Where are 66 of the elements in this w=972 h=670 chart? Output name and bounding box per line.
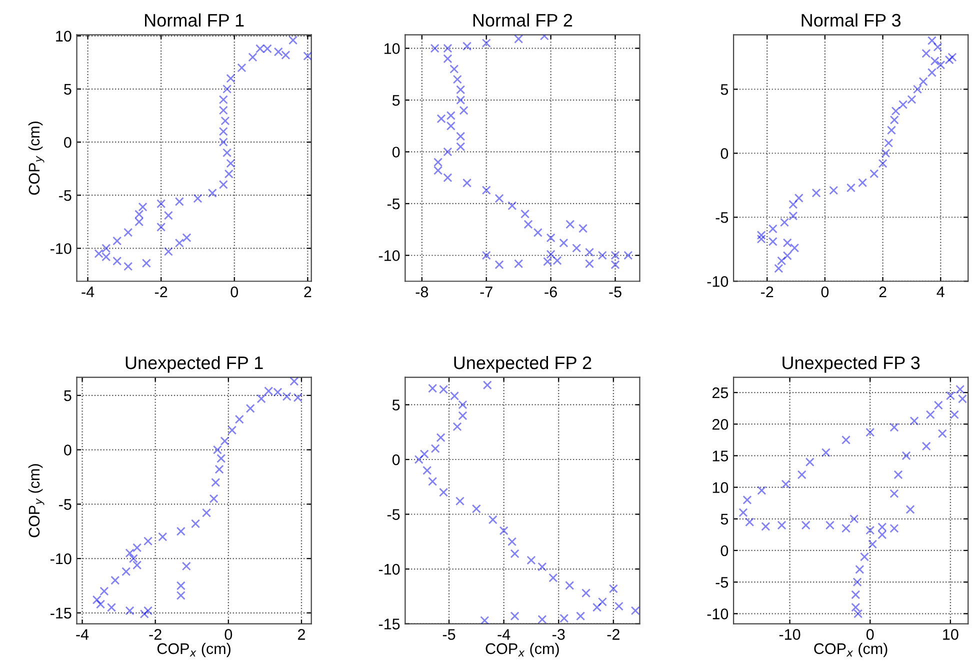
x-tick-label: -4 xyxy=(76,629,89,640)
y-tick-label: -15 xyxy=(378,618,400,630)
y-tick-label: 15 xyxy=(712,450,728,462)
x-tick-label: 2 xyxy=(304,286,312,298)
y-tick-label: -10 xyxy=(378,564,400,575)
y-tick-label: 0 xyxy=(720,545,728,556)
y-tick-label: -10 xyxy=(50,553,72,564)
x-tick-label: 0 xyxy=(821,286,829,298)
y-tick-label: 5 xyxy=(720,514,728,525)
chart-title: Normal FP 1 xyxy=(145,13,244,27)
y-tick-label: 20 xyxy=(712,418,728,430)
x-tick-label: -5 xyxy=(609,286,622,298)
y-tick-label: 0 xyxy=(64,136,72,148)
y-tick-label: 0 xyxy=(64,444,72,456)
x-axis-title: COP$_{x}$ (cm) xyxy=(814,642,888,658)
x-tick-label: 4 xyxy=(936,286,944,298)
x-tick-label: -7 xyxy=(480,286,492,298)
y-tick-label: 10 xyxy=(56,30,72,42)
y-tick-label: -15 xyxy=(50,608,72,619)
y-tick-label: -5 xyxy=(387,198,400,210)
x-tick-label: -3 xyxy=(552,629,565,640)
y-tick-label: 5 xyxy=(720,84,728,95)
y-tick-label: -5 xyxy=(716,577,728,588)
x-tick-label: 0 xyxy=(224,629,232,640)
x-tick-label: -8 xyxy=(416,286,428,298)
y-tick-label: -10 xyxy=(707,276,728,287)
y-tick-label: -10 xyxy=(50,243,72,254)
y-tick-label: 0 xyxy=(392,454,400,466)
x-tick-label: 10 xyxy=(943,629,958,640)
chart-title: Normal FP 3 xyxy=(802,13,901,27)
x-tick-label: -2 xyxy=(149,629,162,640)
x-axis-title: COP$_{x}$ (cm) xyxy=(486,642,559,658)
y-tick-label: -10 xyxy=(378,250,400,262)
y-tick-label: -5 xyxy=(716,212,728,223)
x-tick-label: 0 xyxy=(230,286,238,298)
x-tick-label: -2 xyxy=(154,286,168,298)
x-tick-label: 2 xyxy=(298,629,305,640)
y-tick-label: 5 xyxy=(64,390,72,402)
y-tick-label: 5 xyxy=(392,400,400,410)
y-tick-label: 25 xyxy=(712,387,728,398)
x-tick-label: -10 xyxy=(779,629,800,640)
y-tick-label: 10 xyxy=(712,482,728,493)
x-tick-label: -2 xyxy=(760,286,774,298)
x-tick-label: 2 xyxy=(879,286,886,298)
y-axis-title: COP$_{y}$ (cm) xyxy=(28,122,44,195)
x-axis-title: COP$_{x}$ (cm) xyxy=(157,642,230,658)
y-axis-title: COP$_{y}$ (cm) xyxy=(28,464,44,538)
chart-title: Unexpected FP 3 xyxy=(782,356,920,373)
y-tick-label: 5 xyxy=(64,84,72,95)
x-tick-label: -2 xyxy=(607,629,620,640)
y-tick-label: 5 xyxy=(392,95,400,106)
y-tick-label: 0 xyxy=(392,146,400,158)
y-tick-label: 0 xyxy=(720,148,728,159)
x-tick-label: -4 xyxy=(82,286,94,298)
chart-title: Unexpected FP 2 xyxy=(454,356,592,373)
y-tick-label: -5 xyxy=(387,509,400,520)
x-tick-label: 0 xyxy=(866,629,874,640)
chart-title: Unexpected FP 1 xyxy=(126,356,263,373)
y-tick-label: 10 xyxy=(384,43,400,54)
x-tick-label: -5 xyxy=(442,629,456,640)
x-tick-label: -6 xyxy=(544,286,557,298)
y-tick-label: -5 xyxy=(59,499,72,510)
y-tick-label: -5 xyxy=(59,190,72,201)
x-tick-label: -4 xyxy=(498,629,510,640)
y-tick-label: -10 xyxy=(707,608,728,620)
chart-title: Normal FP 2 xyxy=(473,13,572,27)
